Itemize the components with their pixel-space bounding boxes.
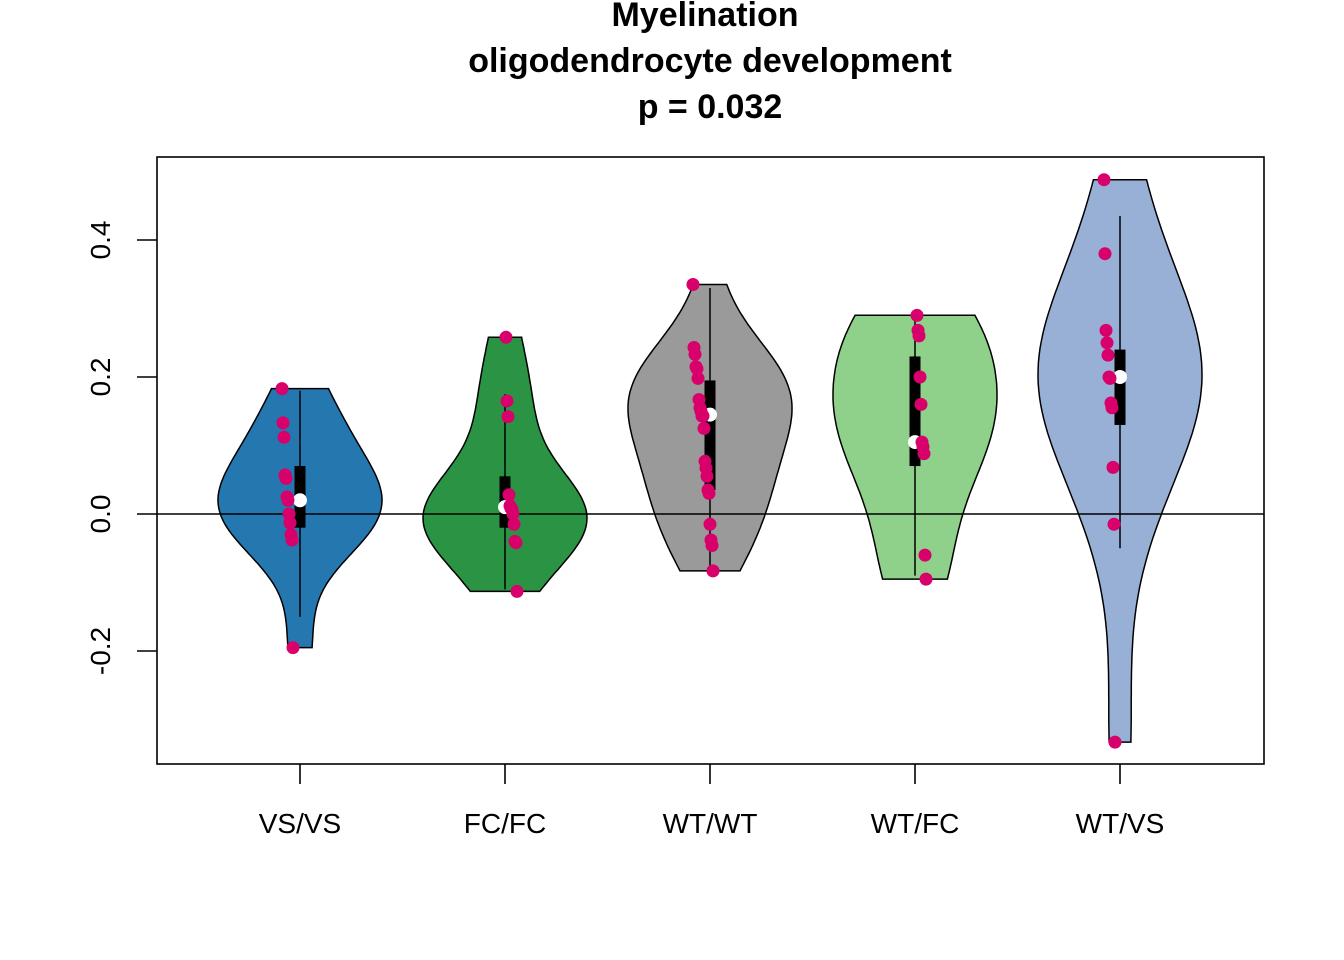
data-point	[1100, 336, 1114, 350]
y-tick-label: -0.2	[85, 627, 116, 675]
data-point	[688, 347, 702, 361]
data-point	[918, 548, 932, 562]
x-axis: VS/VS FC/FC WT/WT WT/FC WT/VS	[259, 764, 1165, 839]
data-point	[281, 493, 295, 507]
data-point	[913, 370, 927, 384]
chart-subtitle: oligodendrocyte development	[468, 42, 952, 80]
data-point	[696, 409, 710, 423]
data-point	[499, 330, 513, 344]
data-point	[700, 469, 714, 483]
data-point	[703, 517, 717, 531]
chart-title: Myelination	[611, 0, 798, 34]
data-point	[690, 362, 704, 376]
y-axis: -0.2 0.0 0.2 0.4	[85, 221, 157, 675]
data-point	[1097, 173, 1111, 187]
median-marker	[293, 493, 307, 508]
x-tick-label: WT/FC	[871, 808, 960, 839]
box-group	[293, 216, 1127, 617]
data-point	[275, 382, 289, 396]
iqr-box	[704, 380, 716, 491]
data-point	[914, 397, 928, 411]
data-point	[509, 536, 523, 550]
data-point	[705, 539, 719, 552]
x-tick-label: WT/WT	[663, 808, 758, 839]
median-marker	[1113, 370, 1127, 384]
data-point	[501, 410, 515, 424]
data-point	[1101, 348, 1115, 362]
iqr-box	[909, 356, 921, 467]
x-tick-label: VS/VS	[259, 808, 341, 839]
data-point	[1105, 401, 1119, 415]
data-point	[1103, 371, 1117, 385]
chart-pvalue: p = 0.032	[638, 88, 783, 126]
data-point	[285, 533, 299, 547]
data-point	[697, 421, 711, 435]
data-point	[919, 572, 933, 586]
data-point	[917, 447, 931, 461]
data-point	[502, 488, 516, 502]
y-tick-label: 0.2	[85, 358, 116, 397]
data-point	[1098, 247, 1112, 261]
data-point	[1107, 517, 1121, 531]
data-point	[691, 371, 705, 385]
data-point	[1099, 323, 1113, 337]
data-point	[277, 430, 291, 444]
data-point	[283, 516, 297, 530]
data-point	[500, 394, 514, 408]
x-tick-label: FC/FC	[464, 808, 546, 839]
data-point	[506, 507, 520, 521]
iqr-box	[1114, 349, 1126, 425]
y-tick-label: 0.0	[85, 495, 116, 534]
data-point	[910, 308, 924, 322]
data-point	[706, 564, 720, 578]
data-point	[507, 517, 521, 531]
data-point	[279, 471, 293, 485]
data-point	[510, 584, 524, 598]
data-point	[1106, 460, 1120, 474]
x-tick-label: WT/VS	[1076, 808, 1165, 839]
data-point	[912, 329, 926, 343]
data-point	[702, 486, 716, 500]
data-point	[1108, 735, 1122, 749]
data-point	[276, 416, 290, 430]
points-group	[275, 173, 1122, 749]
data-point	[286, 641, 300, 655]
y-tick-label: 0.4	[85, 221, 116, 260]
data-point	[686, 278, 700, 291]
